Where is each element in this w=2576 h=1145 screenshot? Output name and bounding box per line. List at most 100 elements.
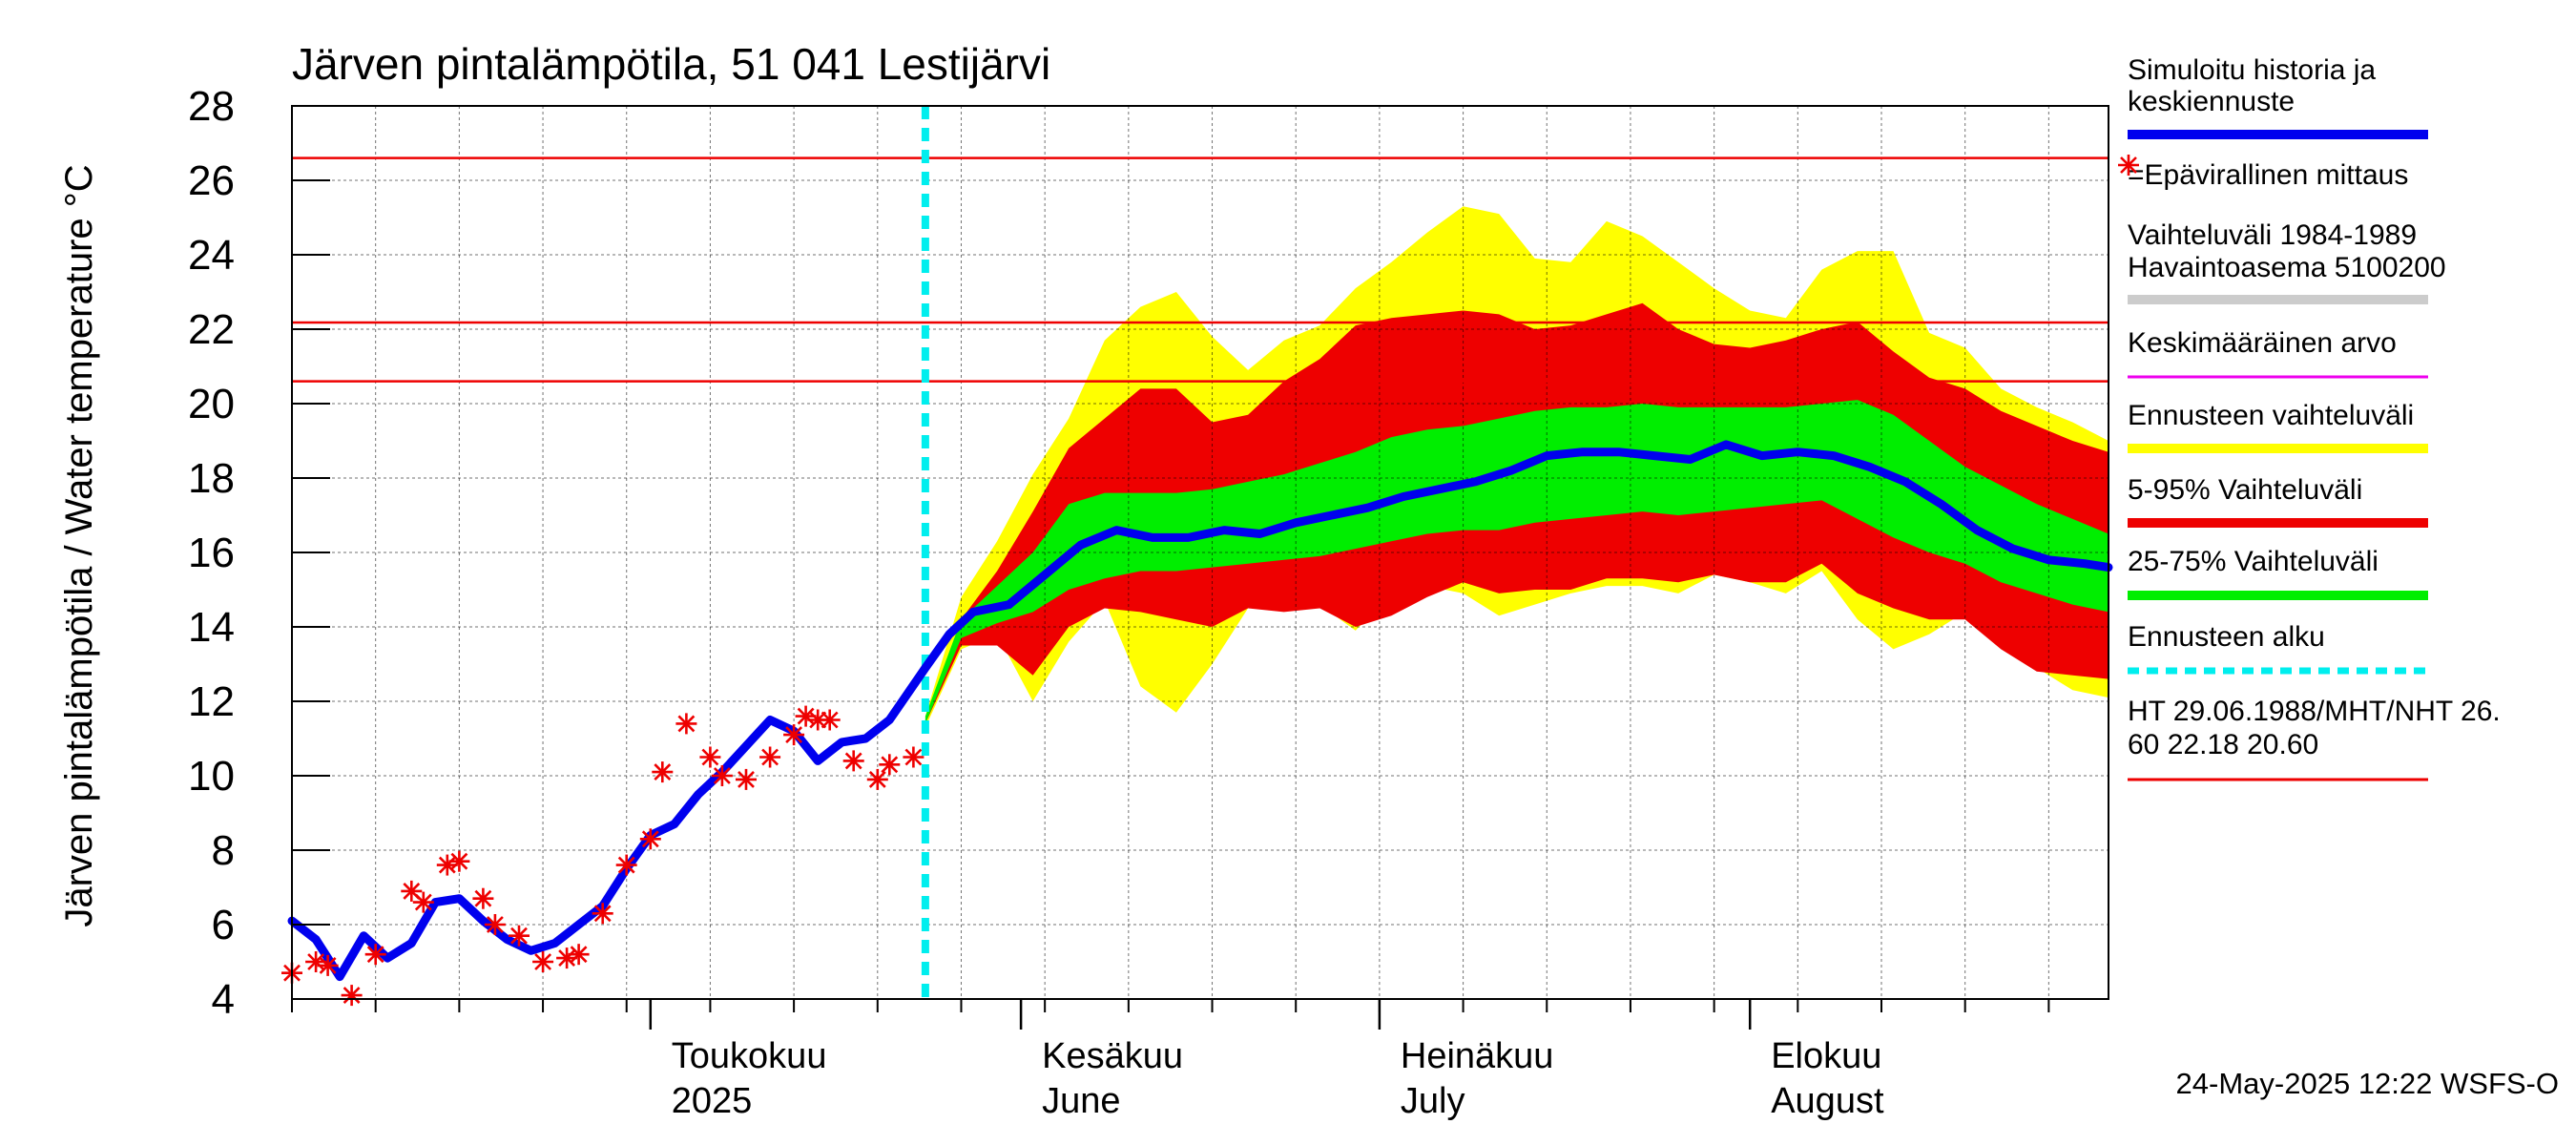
legend-label: Ennusteen alku — [2128, 621, 2325, 653]
measurement-marker — [759, 746, 781, 768]
marker-stroke — [617, 856, 635, 874]
marker-stroke — [307, 953, 325, 970]
measurement-marker — [736, 768, 757, 790]
y-axis-label: Järven pintalämpötila / Water temperatur… — [58, 164, 100, 926]
marker-stroke — [904, 748, 923, 766]
measurement-marker — [675, 713, 697, 735]
y-tick-label: 12 — [188, 678, 235, 725]
marker-stroke — [343, 987, 361, 1005]
y-tick-label: 10 — [188, 753, 235, 800]
marker-stroke — [641, 830, 659, 848]
legend-label: HT 29.06.1988/MHT/NHT 26. — [2128, 696, 2501, 727]
mean-forecast-line — [287, 440, 2113, 982]
marker-stroke — [761, 748, 779, 766]
marker-stroke — [319, 956, 337, 974]
y-tick-label: 22 — [188, 306, 235, 353]
measurement-marker — [903, 746, 924, 768]
legend-label: =Epävirallinen mittaus — [2128, 159, 2408, 191]
marker-stroke — [403, 882, 421, 900]
legend-label: Ennusteen vaihteluväli — [2128, 400, 2414, 431]
marker-stroke — [701, 748, 719, 766]
month-label: Heinäkuu — [1401, 1036, 1554, 1076]
legend-label: Keskimääräinen arvo — [2128, 327, 2397, 359]
marker-stroke — [844, 752, 862, 770]
marker-stroke — [868, 770, 886, 788]
measurement-marker — [699, 746, 721, 768]
legend-label: 25-75% Vaihteluväli — [2128, 546, 2379, 577]
marker-stroke — [558, 949, 576, 968]
y-tick-label: 4 — [212, 976, 235, 1023]
legend-label: Simuloitu historia ja — [2128, 54, 2376, 86]
marker-stroke — [438, 856, 456, 874]
y-tick-label: 20 — [188, 381, 235, 427]
marker-stroke — [2120, 156, 2137, 174]
marker-stroke — [414, 893, 432, 911]
month-label-secondary: July — [1401, 1081, 1465, 1121]
measurement-marker — [509, 925, 530, 947]
measurement-marker — [568, 944, 590, 966]
y-tick-label: 26 — [188, 157, 235, 204]
y-tick-label: 8 — [212, 827, 235, 874]
legend-label: Vaihteluväli 1984-1989 — [2128, 219, 2417, 251]
legend-label: 60 22.18 20.60 — [2128, 729, 2318, 760]
marker-stroke — [593, 905, 612, 923]
measurement-marker — [317, 954, 339, 976]
month-label-secondary: 2025 — [672, 1081, 753, 1121]
measurement-marker — [364, 944, 386, 966]
legend-label: Havaintoasema 5100200 — [2128, 252, 2446, 283]
measurement-marker — [879, 754, 901, 776]
measurement-marker — [448, 850, 470, 872]
measurement-marker — [592, 903, 613, 925]
y-tick-label: 24 — [188, 232, 235, 279]
marker-stroke — [366, 946, 384, 964]
chart-title: Järven pintalämpötila, 51 041 Lestijärvi — [292, 39, 1050, 89]
data-series — [281, 440, 2113, 1007]
marker-stroke — [654, 763, 672, 781]
month-label: Elokuu — [1771, 1036, 1881, 1076]
marker-stroke — [474, 889, 492, 907]
marker-stroke — [534, 953, 552, 970]
marker-stroke — [881, 756, 899, 774]
measurement-marker — [341, 985, 363, 1007]
marker-stroke — [821, 711, 839, 729]
measurement-marker — [639, 828, 661, 850]
y-tick-label: 28 — [188, 83, 235, 130]
measurement-marker — [819, 709, 841, 731]
band-p25-75 — [924, 400, 2109, 724]
measurement-marker — [484, 914, 506, 935]
measurement-marker — [783, 724, 805, 746]
month-label-secondary: August — [1771, 1081, 1884, 1121]
measurement-marker — [401, 880, 423, 902]
footer-timestamp: 24-May-2025 12:22 WSFS-O — [2176, 1067, 2559, 1100]
month-label: Kesäkuu — [1042, 1036, 1183, 1076]
measurement-marker — [652, 761, 674, 783]
axes: 4 6 8 10 12 14 16 18 20 22 24 26 28 Toukokuu 2025 Kesäk… — [188, 83, 2109, 1121]
marker-stroke — [510, 926, 528, 945]
measurement-marker — [532, 951, 554, 972]
y-tick-label: 16 — [188, 530, 235, 576]
marker-stroke — [737, 770, 755, 788]
y-tick-label: 18 — [188, 455, 235, 502]
marker-stroke — [570, 946, 588, 964]
measurement-marker — [711, 765, 733, 786]
marker-stroke — [677, 715, 696, 733]
month-label: Toukokuu — [672, 1036, 827, 1076]
marker-stroke — [797, 707, 815, 725]
y-tick-label: 14 — [188, 604, 235, 651]
measurement-marker — [842, 750, 864, 772]
legend-marker — [2118, 155, 2139, 176]
measurement-marker — [412, 891, 434, 913]
marker-stroke — [785, 726, 803, 744]
marker-stroke — [713, 767, 731, 784]
month-label-secondary: June — [1042, 1081, 1120, 1121]
marker-stroke — [486, 916, 504, 933]
legend-label: keskiennuste — [2128, 86, 2295, 117]
legend-label: 5-95% Vaihteluväli — [2128, 474, 2362, 506]
measurement-marker — [472, 887, 494, 909]
reference-lines — [292, 106, 2109, 999]
marker-stroke — [450, 852, 468, 870]
y-tick-label: 6 — [212, 902, 235, 948]
measurement-marker — [615, 854, 637, 876]
